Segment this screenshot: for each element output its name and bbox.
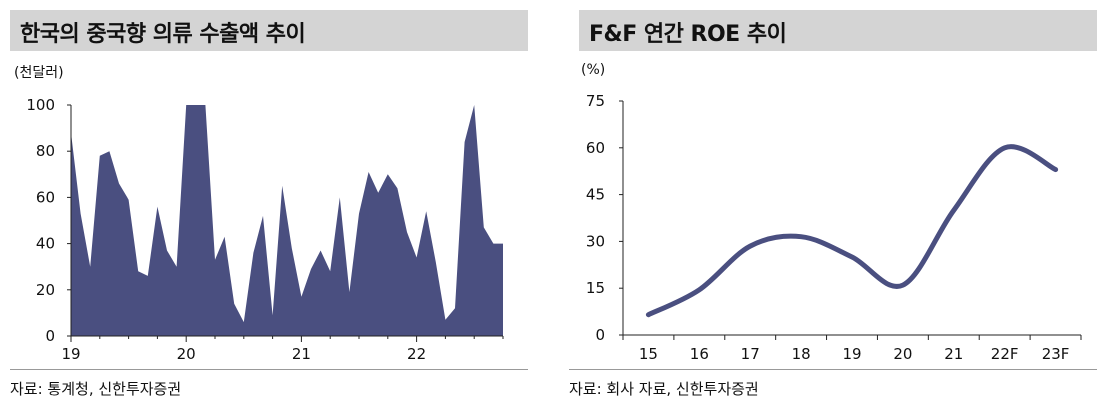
x-tick-label: 19 <box>61 345 80 363</box>
x-tick-label: 20 <box>177 345 196 363</box>
y-tick-label: 40 <box>36 235 55 253</box>
y-tick-label: 15 <box>586 279 605 297</box>
x-tick-label: 20 <box>893 345 912 363</box>
y-unit-label: (%) <box>581 62 606 78</box>
chart-title: F&F 연간 ROE 추이 <box>589 22 787 47</box>
roe-line-chart: 0 15 30 45 60 75 15 16 17 18 19 20 21 22F 23F <box>586 92 1082 363</box>
y-tick-label: 20 <box>36 281 55 299</box>
y-unit-label: (천달러) <box>14 65 64 81</box>
x-tick-label: 17 <box>741 345 760 363</box>
roe-chart-panel: F&F 연간 ROE 추이 (%) 0 15 30 45 60 75 15 16 17 18 19 2… <box>569 0 1097 408</box>
y-tick-label: 75 <box>586 92 605 110</box>
roe-series-line <box>645 144 1059 318</box>
x-tick-label: 21 <box>292 345 311 363</box>
source-divider <box>569 369 1097 370</box>
x-tick-label: 23F <box>1042 345 1070 363</box>
y-tick-label: 0 <box>45 327 55 345</box>
y-tick-label: 30 <box>586 232 605 250</box>
y-tick-label: 45 <box>586 186 605 204</box>
chart-title: 한국의 중국향 의류 수출액 추이 <box>20 22 306 47</box>
y-tick-label: 0 <box>595 326 605 344</box>
chart-title-bar: 한국의 중국향 의류 수출액 추이 <box>10 10 528 51</box>
source-note: 자료: 회사 자료, 신한투자증권 <box>569 380 759 398</box>
x-tick-label: 22 <box>407 345 426 363</box>
source-note: 자료: 통계청, 신한투자증권 <box>10 380 182 398</box>
export-area-chart: 0 20 40 60 80 100 19 20 21 22 <box>26 96 504 363</box>
source-divider <box>10 369 528 370</box>
x-tick-label: 22F <box>991 345 1019 363</box>
x-tick-label: 19 <box>842 345 861 363</box>
y-tick-label: 60 <box>36 188 55 206</box>
x-tick-label: 16 <box>690 345 709 363</box>
y-tick-label: 60 <box>586 139 605 157</box>
x-tick-label: 21 <box>944 345 963 363</box>
y-tick-label: 100 <box>26 96 55 114</box>
y-tick-label: 80 <box>36 142 55 160</box>
export-chart-panel: 한국의 중국향 의류 수출액 추이 (천달러) 0 20 40 60 80 100 19 20… <box>0 0 528 408</box>
export-area-series <box>71 105 503 336</box>
chart-title-bar: F&F 연간 ROE 추이 <box>579 10 1097 51</box>
x-tick-label: 15 <box>639 345 658 363</box>
x-tick-label: 18 <box>792 345 811 363</box>
